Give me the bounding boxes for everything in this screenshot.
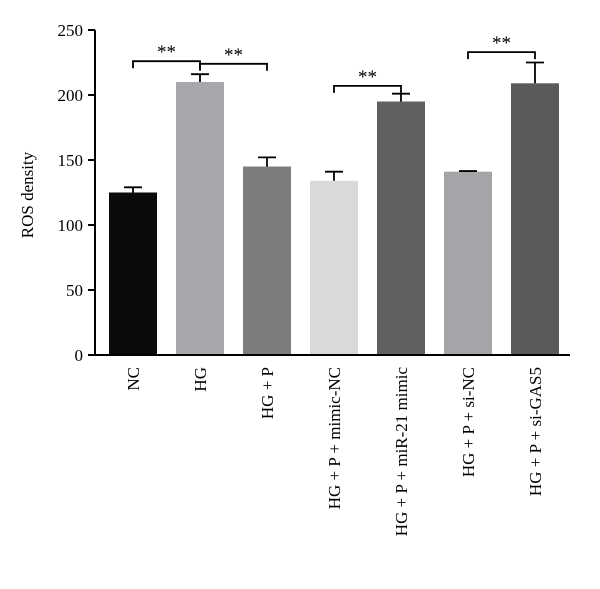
error-bar-2 — [258, 156, 276, 167]
error-bar-4 — [392, 92, 410, 102]
error-bar-0 — [124, 186, 142, 193]
y-tick-label-250: 250 — [58, 21, 84, 40]
y-axis-ticks: 0 50 100 150 200 250 — [58, 21, 95, 365]
error-bar-6 — [526, 61, 544, 84]
error-bar-3 — [325, 170, 343, 181]
x-tick-label-1: HG — [191, 367, 210, 392]
bar-1 — [176, 82, 224, 355]
y-tick-label-100: 100 — [58, 216, 84, 235]
x-tick-label-6: HG + P + si-GAS5 — [526, 367, 545, 496]
x-tick-label-3: HG + P + mimic-NC — [325, 367, 344, 509]
y-tick-label-0: 0 — [75, 346, 84, 365]
x-tick-label-2: HG + P — [258, 367, 277, 419]
y-tick-label-150: 150 — [58, 151, 84, 170]
bars — [109, 82, 559, 356]
error-bars — [124, 61, 544, 193]
significance-bracket-3 — [467, 51, 536, 60]
significance-brackets: ** ** ** ** — [132, 33, 536, 93]
significance-label-3: ** — [492, 33, 511, 54]
bar-2 — [243, 166, 291, 355]
bar-0 — [109, 192, 157, 355]
bar-5 — [444, 171, 492, 355]
y-axis-label: ROS density — [18, 151, 37, 238]
y-axis-label-group: ROS density — [18, 151, 37, 238]
x-tick-label-0: NC — [124, 367, 143, 391]
x-tick-label-5: HG + P + si-NC — [459, 367, 478, 477]
significance-bracket-2 — [333, 85, 402, 93]
axes — [94, 30, 570, 356]
error-bar-1 — [191, 73, 209, 82]
y-tick-label-50: 50 — [66, 281, 83, 300]
bar-6 — [511, 83, 559, 356]
significance-label-2: ** — [358, 67, 377, 88]
significance-label-0: ** — [157, 42, 176, 63]
significance-bracket-1 — [199, 62, 268, 71]
bar-4 — [377, 101, 425, 355]
bar-3 — [310, 180, 358, 355]
significance-label-1: ** — [224, 45, 243, 66]
x-axis-category-labels: NC HG HG + P HG + P + mimic-NC HG + P + miR-… — [124, 367, 545, 537]
y-tick-label-200: 200 — [58, 86, 84, 105]
error-bar-5 — [459, 170, 477, 172]
x-tick-label-4: HG + P + miR-21 mimic — [392, 367, 411, 537]
